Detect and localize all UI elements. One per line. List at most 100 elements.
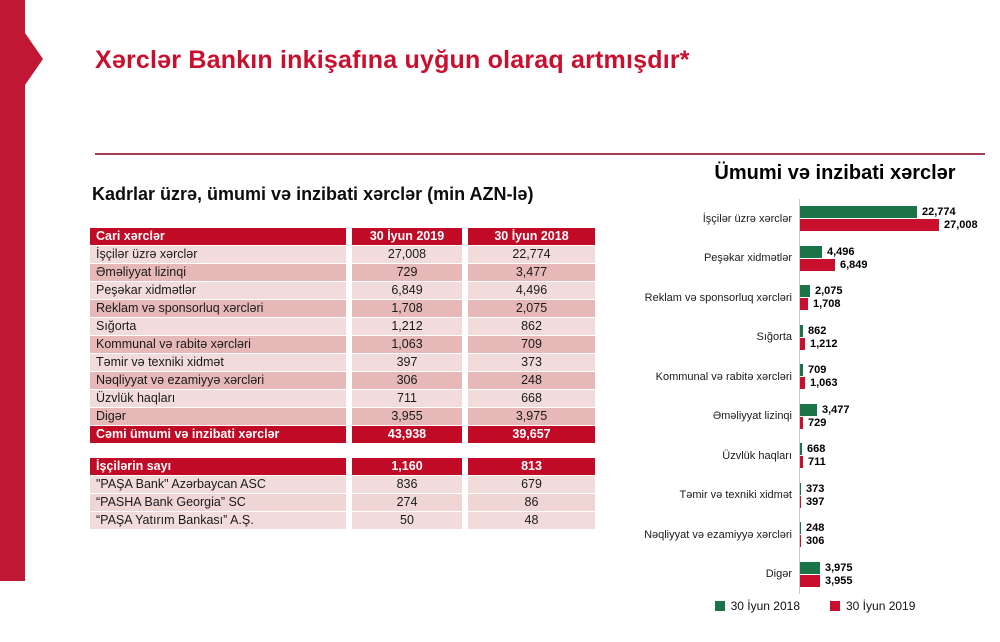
bar-2018 — [799, 561, 820, 574]
cell-value-2019: 6,849 — [352, 282, 462, 299]
bar-value: 1,063 — [810, 377, 838, 390]
bar-2019 — [799, 574, 820, 587]
row-label: Reklam və sponsorluq xərcləri — [90, 300, 346, 317]
cell-value-2018: 373 — [468, 354, 595, 371]
table-row: "PAŞA Bank" Azərbaycan ASC 836 679 — [90, 476, 595, 493]
bar-line: 3,975 — [799, 561, 998, 574]
chart-category-row: Təmir və texniki xidmət 373 397 — [632, 476, 998, 516]
row-label: Digər — [90, 408, 346, 425]
cell-value-2019: 1,708 — [352, 300, 462, 317]
row-label: Cari xərclər — [90, 228, 346, 245]
bar-value: 3,477 — [822, 403, 850, 416]
legend-swatch-icon — [714, 601, 725, 611]
bar-value: 4,496 — [827, 245, 855, 258]
bar-value: 1,708 — [813, 298, 841, 311]
cell-value-2018: 862 — [468, 318, 595, 335]
legend-label: 30 İyun 2019 — [846, 599, 916, 613]
row-label: “PAŞA Yatırım Bankası” A.Ş. — [90, 512, 346, 529]
bar-value: 27,008 — [944, 219, 978, 232]
row-label: Əməliyyat lizinqi — [90, 264, 346, 281]
chart-category-row: Kommunal və rabitə xərcləri 709 1,063 — [632, 357, 998, 397]
cell-value-2018: 709 — [468, 336, 595, 353]
bar-value: 306 — [806, 535, 825, 548]
bar-line: 306 — [799, 535, 998, 548]
category-bars: 373 397 — [799, 482, 998, 508]
bar-value: 373 — [806, 482, 825, 495]
bar-line: 248 — [799, 522, 998, 535]
category-label: Reklam və sponsorluq xərcləri — [644, 291, 792, 304]
table-row: Digər 3,955 3,975 — [90, 408, 595, 425]
bar-2018 — [799, 482, 801, 495]
category-label: Üzvlük haqları — [722, 449, 792, 462]
category-bars: 3,477 729 — [799, 403, 998, 429]
table-row: Təmir və texniki xidmət 397 373 — [90, 354, 595, 371]
bar-value: 3,975 — [825, 561, 853, 574]
table-row: İşçilər üzrə xərclər 27,008 22,774 — [90, 246, 595, 263]
cell-value-2019: 729 — [352, 264, 462, 281]
left-accent-bar — [0, 0, 43, 581]
chart-legend: 30 İyun 2018 30 İyun 2019 — [632, 599, 998, 613]
cell-value-2019: 30 İyun 2019 — [352, 228, 462, 245]
chevron-right-icon — [0, 0, 43, 581]
title-divider — [95, 153, 985, 155]
bar-value: 668 — [807, 443, 826, 456]
cell-value-2018: 86 — [468, 494, 595, 511]
chart-category-row: İşçilər üzrə xərclər 22,774 27,008 — [632, 199, 998, 239]
bar-2019 — [799, 258, 835, 271]
bar-2018 — [799, 285, 810, 298]
bar-2018 — [799, 245, 822, 258]
cell-value-2018: 248 — [468, 372, 595, 389]
expenses-table: Cari xərclər 30 İyun 2019 30 İyun 2018 İşçi… — [90, 228, 595, 444]
chart-category-row: Nəqliyyat və ezamiyyə xərcləri 248 306 — [632, 515, 998, 555]
bar-line: 27,008 — [799, 219, 998, 232]
row-label: Cəmi ümumi və inzibati xərclər — [90, 426, 346, 443]
category-label: Nəqliyyat və ezamiyyə xərcləri — [644, 528, 792, 541]
legend-swatch-icon — [830, 601, 840, 611]
bar-2019 — [799, 416, 803, 429]
row-label: İşçilərin sayı — [90, 458, 346, 475]
bar-line: 397 — [799, 495, 998, 508]
cell-value-2019: 1,160 — [352, 458, 462, 475]
category-label: Peşəkar xidmətlər — [703, 252, 792, 265]
bar-value: 1,212 — [810, 337, 838, 350]
cell-value-2019: 306 — [352, 372, 462, 389]
table-row: Əməliyyat lizinqi 729 3,477 — [90, 264, 595, 281]
bar-line: 709 — [799, 364, 998, 377]
row-label: Kommunal və rabitə xərcləri — [90, 336, 346, 353]
chart-category-row: Reklam və sponsorluq xərcləri 2,075 1,708 — [632, 278, 998, 318]
bar-2018 — [799, 324, 803, 337]
cell-value-2018: 2,075 — [468, 300, 595, 317]
bar-value: 397 — [806, 495, 825, 508]
bar-2019 — [799, 337, 805, 350]
chart-category-row: Digər 3,975 3,955 — [632, 555, 998, 595]
bar-value: 3,955 — [825, 574, 853, 587]
cell-value-2019: 711 — [352, 390, 462, 407]
category-bars: 248 306 — [799, 522, 998, 548]
bar-value: 729 — [808, 416, 827, 429]
cell-value-2018: 22,774 — [468, 246, 595, 263]
bar-value: 22,774 — [922, 206, 956, 219]
row-label: Nəqliyyat və ezamiyyə xərcləri — [90, 372, 346, 389]
cell-value-2019: 274 — [352, 494, 462, 511]
category-label: İşçilər üzrə xərclər — [702, 212, 792, 225]
bar-chart-plot: İşçilər üzrə xərclər 22,774 27,008 Peşəkar … — [632, 199, 998, 594]
category-bars: 2,075 1,708 — [799, 285, 998, 311]
cell-value-2018: 668 — [468, 390, 595, 407]
table-row: “PAŞA Yatırım Bankası” A.Ş. 50 48 — [90, 512, 595, 529]
bar-2018 — [799, 522, 801, 535]
bar-line: 711 — [799, 456, 998, 469]
table-header-row: İşçilərin sayı 1,160 813 — [90, 458, 595, 475]
bar-2019 — [799, 535, 801, 548]
category-bars: 22,774 27,008 — [799, 206, 998, 232]
row-label: Təmir və texniki xidmət — [90, 354, 346, 371]
chart-category-row: Sığorta 862 1,212 — [632, 318, 998, 358]
bar-line: 3,477 — [799, 403, 998, 416]
bar-2019 — [799, 298, 808, 311]
row-label: Peşəkar xidmətlər — [90, 282, 346, 299]
cell-value-2018: 30 İyun 2018 — [468, 228, 595, 245]
row-label: Üzvlük haqları — [90, 390, 346, 407]
category-label: Sığorta — [756, 331, 792, 344]
bar-line: 3,955 — [799, 574, 998, 587]
legend-item: 30 İyun 2019 — [830, 599, 915, 613]
table-section-heading: Kadrlar üzrə, ümumi və inzibati xərclər … — [92, 184, 534, 204]
